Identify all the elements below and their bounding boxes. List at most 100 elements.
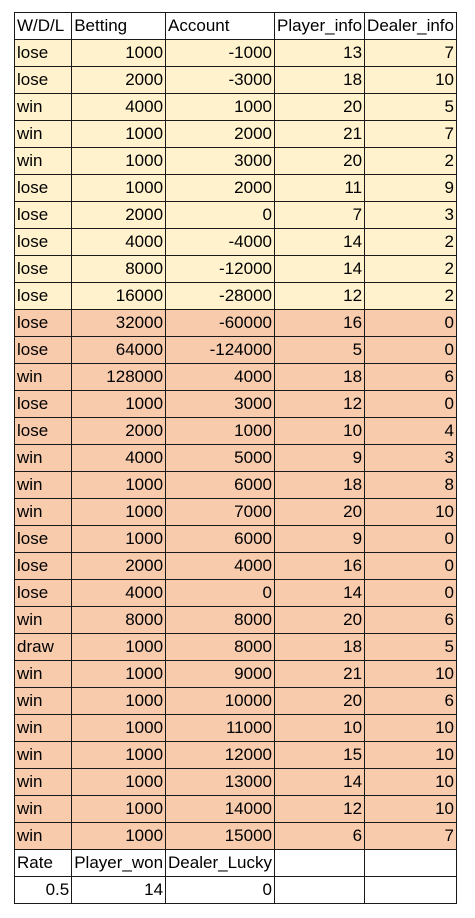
betting-cell[interactable]: 4000 — [71, 444, 167, 472]
betting-cell[interactable]: 1000 — [71, 498, 167, 526]
wdl-cell[interactable]: lose — [14, 174, 73, 202]
player-info-cell[interactable]: 9 — [273, 525, 366, 553]
wdl-cell[interactable]: lose — [14, 282, 73, 310]
player-info-cell[interactable]: 21 — [273, 660, 366, 688]
dealer-info-cell[interactable]: 4 — [364, 417, 457, 445]
account-cell[interactable]: 10000 — [165, 687, 275, 715]
player-info-cell[interactable]: 18 — [273, 363, 366, 391]
wdl-cell[interactable]: lose — [14, 66, 73, 94]
empty-cell[interactable] — [273, 876, 366, 904]
account-cell[interactable]: 11000 — [165, 714, 275, 742]
account-cell[interactable]: 9000 — [165, 660, 275, 688]
account-cell[interactable]: -60000 — [165, 309, 275, 337]
account-cell[interactable]: 1000 — [165, 93, 275, 121]
player-info-cell[interactable]: 14 — [273, 579, 366, 607]
betting-cell[interactable]: 4000 — [71, 579, 167, 607]
dealer-info-cell[interactable]: 6 — [364, 363, 457, 391]
account-cell[interactable]: 3000 — [165, 147, 275, 175]
dealer-info-cell[interactable]: 10 — [364, 498, 457, 526]
betting-cell[interactable]: 1000 — [71, 633, 167, 661]
dealer-info-cell[interactable]: 7 — [364, 39, 457, 67]
dealer-info-cell[interactable]: 10 — [364, 795, 457, 823]
player-info-cell[interactable]: 9 — [273, 444, 366, 472]
summary-label-cell[interactable]: Player_won — [71, 849, 167, 877]
summary-value-cell[interactable]: 14 — [71, 876, 167, 904]
player-info-cell[interactable]: 14 — [273, 255, 366, 283]
dealer-info-cell[interactable]: 0 — [364, 309, 457, 337]
player-info-cell[interactable]: 18 — [273, 66, 366, 94]
account-cell[interactable]: 2000 — [165, 120, 275, 148]
account-cell[interactable]: -124000 — [165, 336, 275, 364]
betting-cell[interactable]: 1000 — [71, 687, 167, 715]
player-info-cell[interactable]: 20 — [273, 687, 366, 715]
account-cell[interactable]: 8000 — [165, 633, 275, 661]
player-info-cell[interactable]: 18 — [273, 633, 366, 661]
betting-cell[interactable]: 2000 — [71, 552, 167, 580]
dealer-info-cell[interactable]: 10 — [364, 660, 457, 688]
account-cell[interactable]: 7000 — [165, 498, 275, 526]
dealer-info-cell[interactable]: 0 — [364, 336, 457, 364]
betting-cell[interactable]: 1000 — [71, 822, 167, 850]
header-cell-betting[interactable]: Betting — [71, 12, 167, 40]
player-info-cell[interactable]: 14 — [273, 228, 366, 256]
player-info-cell[interactable]: 16 — [273, 552, 366, 580]
empty-cell[interactable] — [273, 849, 366, 877]
betting-cell[interactable]: 2000 — [71, 201, 167, 229]
header-cell-player-info[interactable]: Player_info — [273, 12, 366, 40]
betting-cell[interactable]: 1000 — [71, 768, 167, 796]
wdl-cell[interactable]: win — [14, 687, 73, 715]
account-cell[interactable]: -1000 — [165, 39, 275, 67]
wdl-cell[interactable]: lose — [14, 390, 73, 418]
wdl-cell[interactable]: win — [14, 606, 73, 634]
account-cell[interactable]: 12000 — [165, 741, 275, 769]
betting-cell[interactable]: 1000 — [71, 390, 167, 418]
account-cell[interactable]: 15000 — [165, 822, 275, 850]
dealer-info-cell[interactable]: 5 — [364, 633, 457, 661]
wdl-cell[interactable]: win — [14, 120, 73, 148]
dealer-info-cell[interactable]: 10 — [364, 741, 457, 769]
player-info-cell[interactable]: 12 — [273, 795, 366, 823]
betting-cell[interactable]: 8000 — [71, 255, 167, 283]
dealer-info-cell[interactable]: 6 — [364, 606, 457, 634]
betting-cell[interactable]: 1000 — [71, 525, 167, 553]
betting-cell[interactable]: 2000 — [71, 66, 167, 94]
betting-cell[interactable]: 64000 — [71, 336, 167, 364]
account-cell[interactable]: 13000 — [165, 768, 275, 796]
account-cell[interactable]: 8000 — [165, 606, 275, 634]
dealer-info-cell[interactable]: 2 — [364, 255, 457, 283]
betting-cell[interactable]: 1000 — [71, 147, 167, 175]
account-cell[interactable]: 4000 — [165, 552, 275, 580]
player-info-cell[interactable]: 12 — [273, 390, 366, 418]
player-info-cell[interactable]: 20 — [273, 147, 366, 175]
betting-cell[interactable]: 32000 — [71, 309, 167, 337]
wdl-cell[interactable]: win — [14, 822, 73, 850]
player-info-cell[interactable]: 7 — [273, 201, 366, 229]
wdl-cell[interactable]: lose — [14, 579, 73, 607]
player-info-cell[interactable]: 11 — [273, 174, 366, 202]
empty-cell[interactable] — [364, 849, 457, 877]
wdl-cell[interactable]: draw — [14, 633, 73, 661]
player-info-cell[interactable]: 18 — [273, 471, 366, 499]
wdl-cell[interactable]: lose — [14, 336, 73, 364]
account-cell[interactable]: 6000 — [165, 471, 275, 499]
account-cell[interactable]: 5000 — [165, 444, 275, 472]
dealer-info-cell[interactable]: 0 — [364, 525, 457, 553]
wdl-cell[interactable]: lose — [14, 417, 73, 445]
betting-cell[interactable]: 1000 — [71, 714, 167, 742]
header-cell-account[interactable]: Account — [165, 12, 275, 40]
betting-cell[interactable]: 1000 — [71, 120, 167, 148]
summary-label-cell[interactable]: Dealer_Lucky — [165, 849, 275, 877]
player-info-cell[interactable]: 16 — [273, 309, 366, 337]
account-cell[interactable]: 0 — [165, 201, 275, 229]
summary-label-cell[interactable]: Rate — [14, 849, 73, 877]
summary-value-cell[interactable]: 0.5 — [14, 876, 73, 904]
wdl-cell[interactable]: win — [14, 363, 73, 391]
dealer-info-cell[interactable]: 2 — [364, 282, 457, 310]
account-cell[interactable]: -12000 — [165, 255, 275, 283]
betting-cell[interactable]: 128000 — [71, 363, 167, 391]
account-cell[interactable]: -28000 — [165, 282, 275, 310]
player-info-cell[interactable]: 14 — [273, 768, 366, 796]
account-cell[interactable]: 0 — [165, 579, 275, 607]
header-cell-dealer-info[interactable]: Dealer_info — [364, 12, 457, 40]
wdl-cell[interactable]: win — [14, 768, 73, 796]
